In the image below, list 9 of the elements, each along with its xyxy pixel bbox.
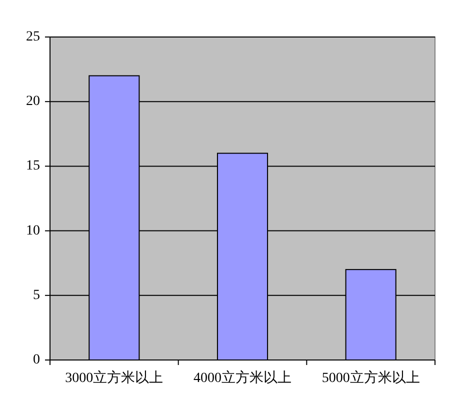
y-tick-label: 0 [33, 352, 40, 368]
y-tick-label: 25 [26, 30, 40, 44]
y-tick-label: 10 [26, 223, 40, 238]
y-tick-label: 5 [33, 288, 40, 303]
x-tick-label: 4000立方米以上 [194, 370, 292, 386]
y-tick-label: 20 [26, 94, 40, 110]
y-tick-label: 15 [26, 158, 40, 174]
x-tick-label: 3000立方米以上 [65, 370, 164, 386]
x-tick-label: 5000立方米以上 [322, 370, 420, 386]
